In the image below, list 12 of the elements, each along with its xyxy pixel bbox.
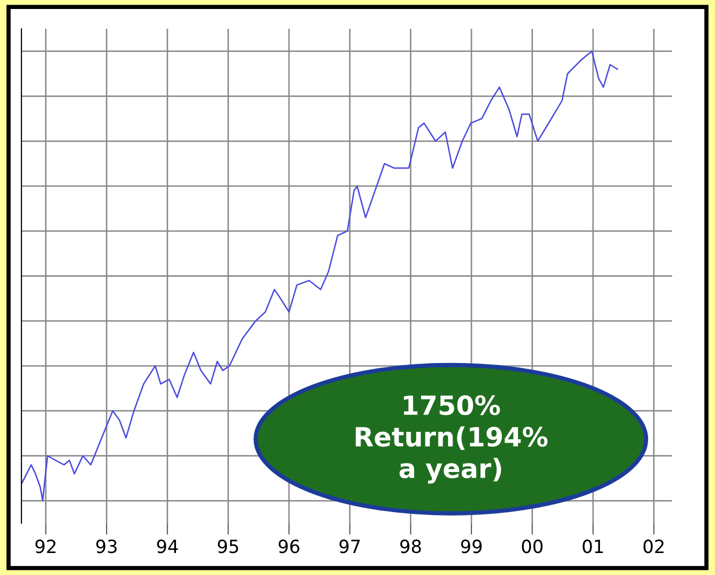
- x-tick-label: 96: [278, 540, 300, 554]
- annotation: 1750% Return(194% a year): [356, 395, 548, 484]
- x-tick-label: 92: [35, 540, 56, 554]
- x-tick-label: 97: [339, 540, 360, 554]
- x-tick-label: 99: [461, 540, 482, 554]
- x-tick-label: 00: [522, 540, 543, 554]
- x-tick-label: 02: [644, 540, 664, 554]
- x-tick-label: 95: [218, 540, 238, 554]
- x-tick-label: 93: [96, 540, 117, 554]
- x-tick-label: 98: [400, 540, 421, 554]
- x-tick-label: 01: [582, 540, 603, 554]
- x-tick-label: 94: [157, 540, 178, 554]
